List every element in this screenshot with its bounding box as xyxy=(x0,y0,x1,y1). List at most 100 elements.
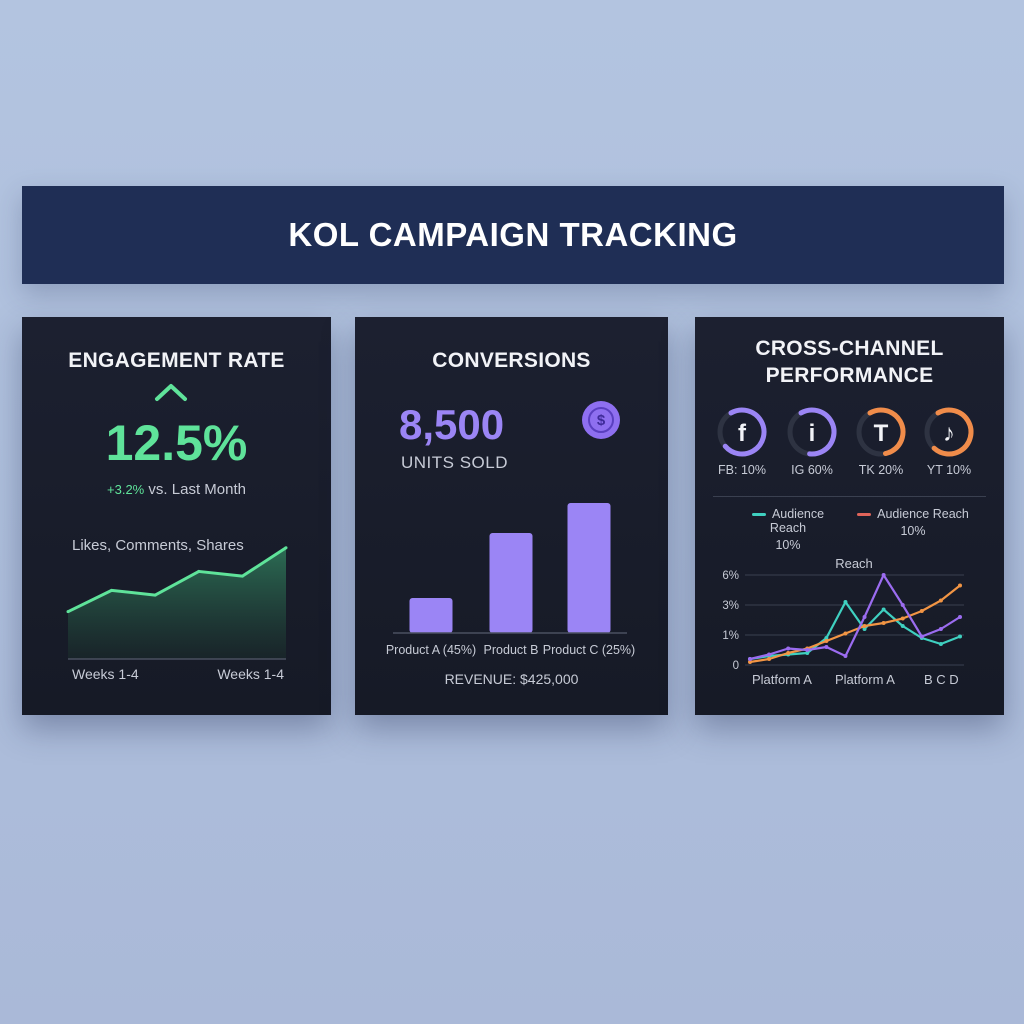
x-label-left: Weeks 1-4 xyxy=(72,666,139,682)
chart-label: Likes, Comments, Shares xyxy=(72,537,244,554)
legend-swatch-1 xyxy=(751,513,766,517)
bar-label-1: Product A (45%) xyxy=(386,643,476,657)
reach-point xyxy=(938,598,943,603)
change-suffix: vs. Last Month xyxy=(148,481,246,498)
bar-label-3: Product C (25%) xyxy=(543,643,635,657)
ring-progress xyxy=(787,407,837,457)
reach-point xyxy=(843,631,848,636)
reach-point xyxy=(767,657,772,661)
tiktok-note-icon[interactable]: ♪ xyxy=(922,405,976,459)
x-label-3: B C D xyxy=(924,672,959,687)
reach-point xyxy=(843,654,848,658)
reach-chart-title: Reach xyxy=(835,556,873,571)
platform-label-1: FB: 10% xyxy=(718,463,766,477)
reach-point xyxy=(805,651,810,655)
reach-point xyxy=(824,636,829,640)
conversions-bar-chart: Product A (45%) Product B Product C (25%) xyxy=(386,503,635,657)
reach-point xyxy=(958,583,962,588)
reach-point xyxy=(862,615,867,619)
platform-label-4: YT 10% xyxy=(926,463,972,477)
facebook-icon[interactable]: f xyxy=(715,405,769,459)
bar-label-2: Product B xyxy=(484,643,539,657)
reach-point xyxy=(938,627,943,631)
chevron-up-icon xyxy=(155,384,187,401)
conversions-value: 8,500 xyxy=(399,401,505,448)
reach-point xyxy=(748,657,752,661)
engagement-point xyxy=(197,569,201,573)
reach-point xyxy=(900,624,905,628)
reach-point xyxy=(786,646,791,651)
cross-title-line2: PERFORMANCE xyxy=(765,364,934,387)
reach-point xyxy=(805,648,810,652)
reach-point xyxy=(748,660,752,664)
reach-point xyxy=(767,652,772,657)
reach-point xyxy=(881,621,886,625)
bar-1 xyxy=(409,598,453,633)
engagement-rate-card: ENGAGEMENT RATE 12.5% +3.2% vs. Last Mon… xyxy=(22,317,331,715)
tiktok-text-icon[interactable]: T xyxy=(854,405,908,459)
engagement-value: 12.5% xyxy=(105,415,248,471)
platform-glyph: ♪ xyxy=(943,420,955,447)
x-label-2: Platform A xyxy=(835,672,895,687)
legend-swatch-2 xyxy=(857,513,872,517)
reach-line-chart: 6% 3% 1% 0 xyxy=(722,570,964,672)
reach-point xyxy=(862,627,867,631)
engagement-point xyxy=(66,610,70,614)
change-percent: +3.2% xyxy=(107,482,145,497)
legend-item-2: Audience Reach 10% xyxy=(857,507,969,538)
platform-glyph: f xyxy=(738,420,747,447)
ring-progress xyxy=(717,407,767,457)
reach-point xyxy=(900,616,905,621)
conversions-unit: UNITS SOLD xyxy=(401,453,509,472)
platform-glyph: T xyxy=(874,420,889,447)
reach-point xyxy=(843,600,848,604)
platform-label-3: TK 20% xyxy=(858,463,904,477)
engagement-title: ENGAGEMENT RATE xyxy=(68,349,285,372)
instagram-icon[interactable]: i xyxy=(785,405,839,459)
engagement-area-fill xyxy=(68,547,286,659)
cross-channel-title: CROSS-CHANNEL PERFORMANCE xyxy=(695,335,1004,389)
dollar-coin-icon: $ xyxy=(582,401,620,439)
engagement-area-chart xyxy=(66,546,288,660)
bar-3 xyxy=(567,503,611,633)
legend-label-1: Audience Reach xyxy=(769,507,825,535)
reach-point xyxy=(919,609,924,613)
reach-point xyxy=(824,645,829,649)
engagement-point xyxy=(284,546,288,550)
reach-point xyxy=(881,573,886,577)
cross-title-line1: CROSS-CHANNEL xyxy=(755,337,944,360)
reach-point xyxy=(938,642,943,646)
legend-label-2: Audience Reach xyxy=(877,507,969,521)
conversions-card: CONVERSIONS 8,500 UNITS SOLD $ Product A… xyxy=(355,317,668,715)
header-banner: KOL CAMPAIGN TRACKING xyxy=(22,186,1004,284)
reach-point xyxy=(862,624,867,628)
legend-item-1: Audience Reach 10% xyxy=(733,507,843,552)
y-tick-label: 6% xyxy=(722,570,739,582)
cross-channel-card: CROSS-CHANNEL PERFORMANCE f FB: 10% i IG 60… xyxy=(695,317,1004,715)
reach-series-3 xyxy=(749,573,961,661)
divider xyxy=(713,496,986,497)
engagement-point xyxy=(110,588,114,592)
y-tick-label: 3% xyxy=(722,600,739,612)
engagement-point xyxy=(240,574,244,578)
reach-series-2 xyxy=(749,584,961,664)
engagement-line xyxy=(67,546,287,614)
ring-progress xyxy=(924,407,974,457)
reach-point xyxy=(881,607,886,612)
legend-sub-1: 10% xyxy=(775,538,801,552)
conversions-title: CONVERSIONS xyxy=(432,349,591,372)
y-tick-label: 1% xyxy=(722,630,739,642)
revenue-text: REVENUE: $425,000 xyxy=(444,671,579,687)
x-label-right: Weeks 1-4 xyxy=(217,666,284,682)
engagement-change: +3.2% vs. Last Month xyxy=(22,481,331,498)
reach-point xyxy=(824,639,829,643)
platform-glyph: i xyxy=(809,420,816,447)
reach-point xyxy=(786,651,791,655)
y-tick-label: 0 xyxy=(733,660,739,672)
reach-point xyxy=(919,634,924,639)
platform-label-2: IG 60% xyxy=(791,463,833,477)
engagement-point xyxy=(153,593,157,597)
bar-2 xyxy=(489,533,533,633)
legend-sub-2: 10% xyxy=(900,524,926,538)
reach-point xyxy=(958,615,962,619)
